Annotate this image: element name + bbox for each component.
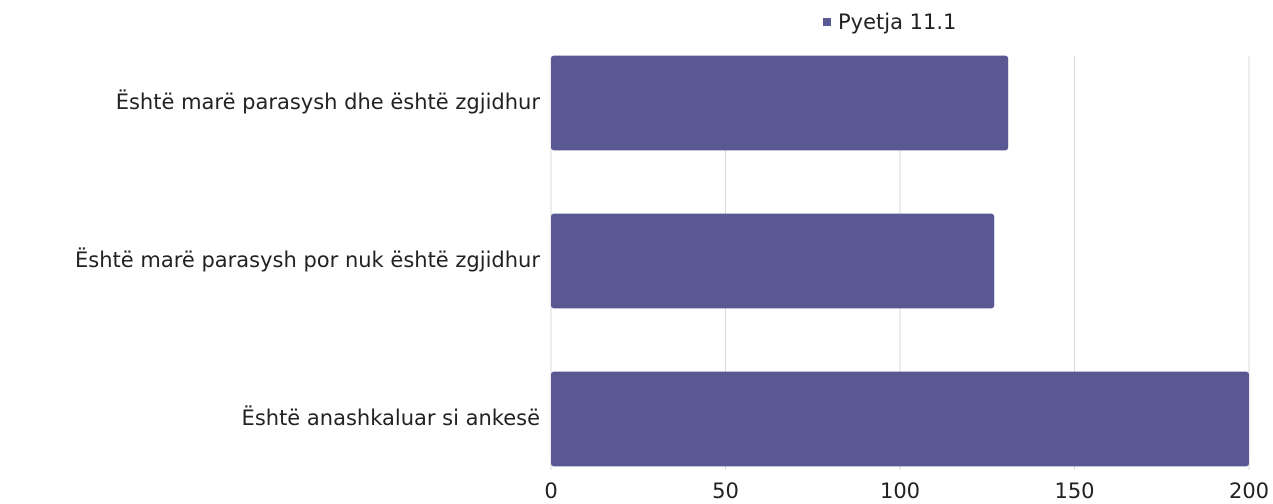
x-tick-label: 50 — [712, 479, 739, 503]
bar — [551, 213, 995, 309]
x-tick-label: 100 — [880, 479, 920, 503]
legend-swatch — [823, 18, 831, 26]
x-tick-label: 150 — [1054, 479, 1094, 503]
x-tick-label: 0 — [544, 479, 557, 503]
x-tick-label: 200 — [1229, 479, 1269, 503]
legend-label: Pyetja 11.1 — [838, 10, 956, 34]
y-tick-label: Është marë parasysh por nuk është zgjidh… — [75, 247, 540, 272]
bar — [551, 371, 1249, 467]
y-tick-label: Është anashkaluar si ankesë — [242, 405, 540, 430]
y-tick-label: Është marë parasysh dhe është zgjidhur — [116, 89, 541, 114]
bar — [551, 55, 1009, 151]
